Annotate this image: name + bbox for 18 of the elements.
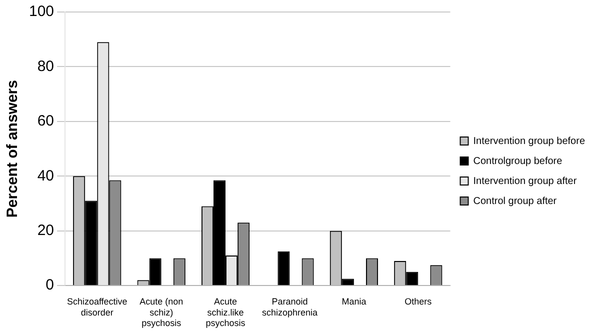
y-tick-label: 40 — [37, 167, 54, 184]
y-tick-label: 80 — [37, 58, 54, 75]
y-tick-label: 20 — [37, 222, 54, 240]
legend-label: Intervention group before — [473, 136, 586, 147]
x-tick-label: Acute schiz.like psychosis — [206, 296, 246, 328]
x-tick-label: Others — [404, 296, 432, 306]
x-tick-label: Mania — [342, 296, 366, 306]
legend-label: Control group after — [473, 196, 558, 207]
y-tick-label: 100 — [28, 3, 54, 20]
y-tick-label: 0 — [46, 276, 54, 294]
x-tick-label: Schizoaffective disorder — [66, 296, 128, 318]
x-tick-label: Acute (non schiz) psychosis — [140, 296, 184, 328]
y-tick-label: 60 — [37, 112, 54, 130]
legend-label: Intervention group after — [473, 176, 578, 187]
y-axis-title: Percent of answers — [4, 80, 22, 218]
bar — [278, 251, 290, 286]
x-tick-label: Paranoid schizophrenia — [262, 296, 318, 318]
legend-label: Controlgroup before — [473, 156, 563, 167]
